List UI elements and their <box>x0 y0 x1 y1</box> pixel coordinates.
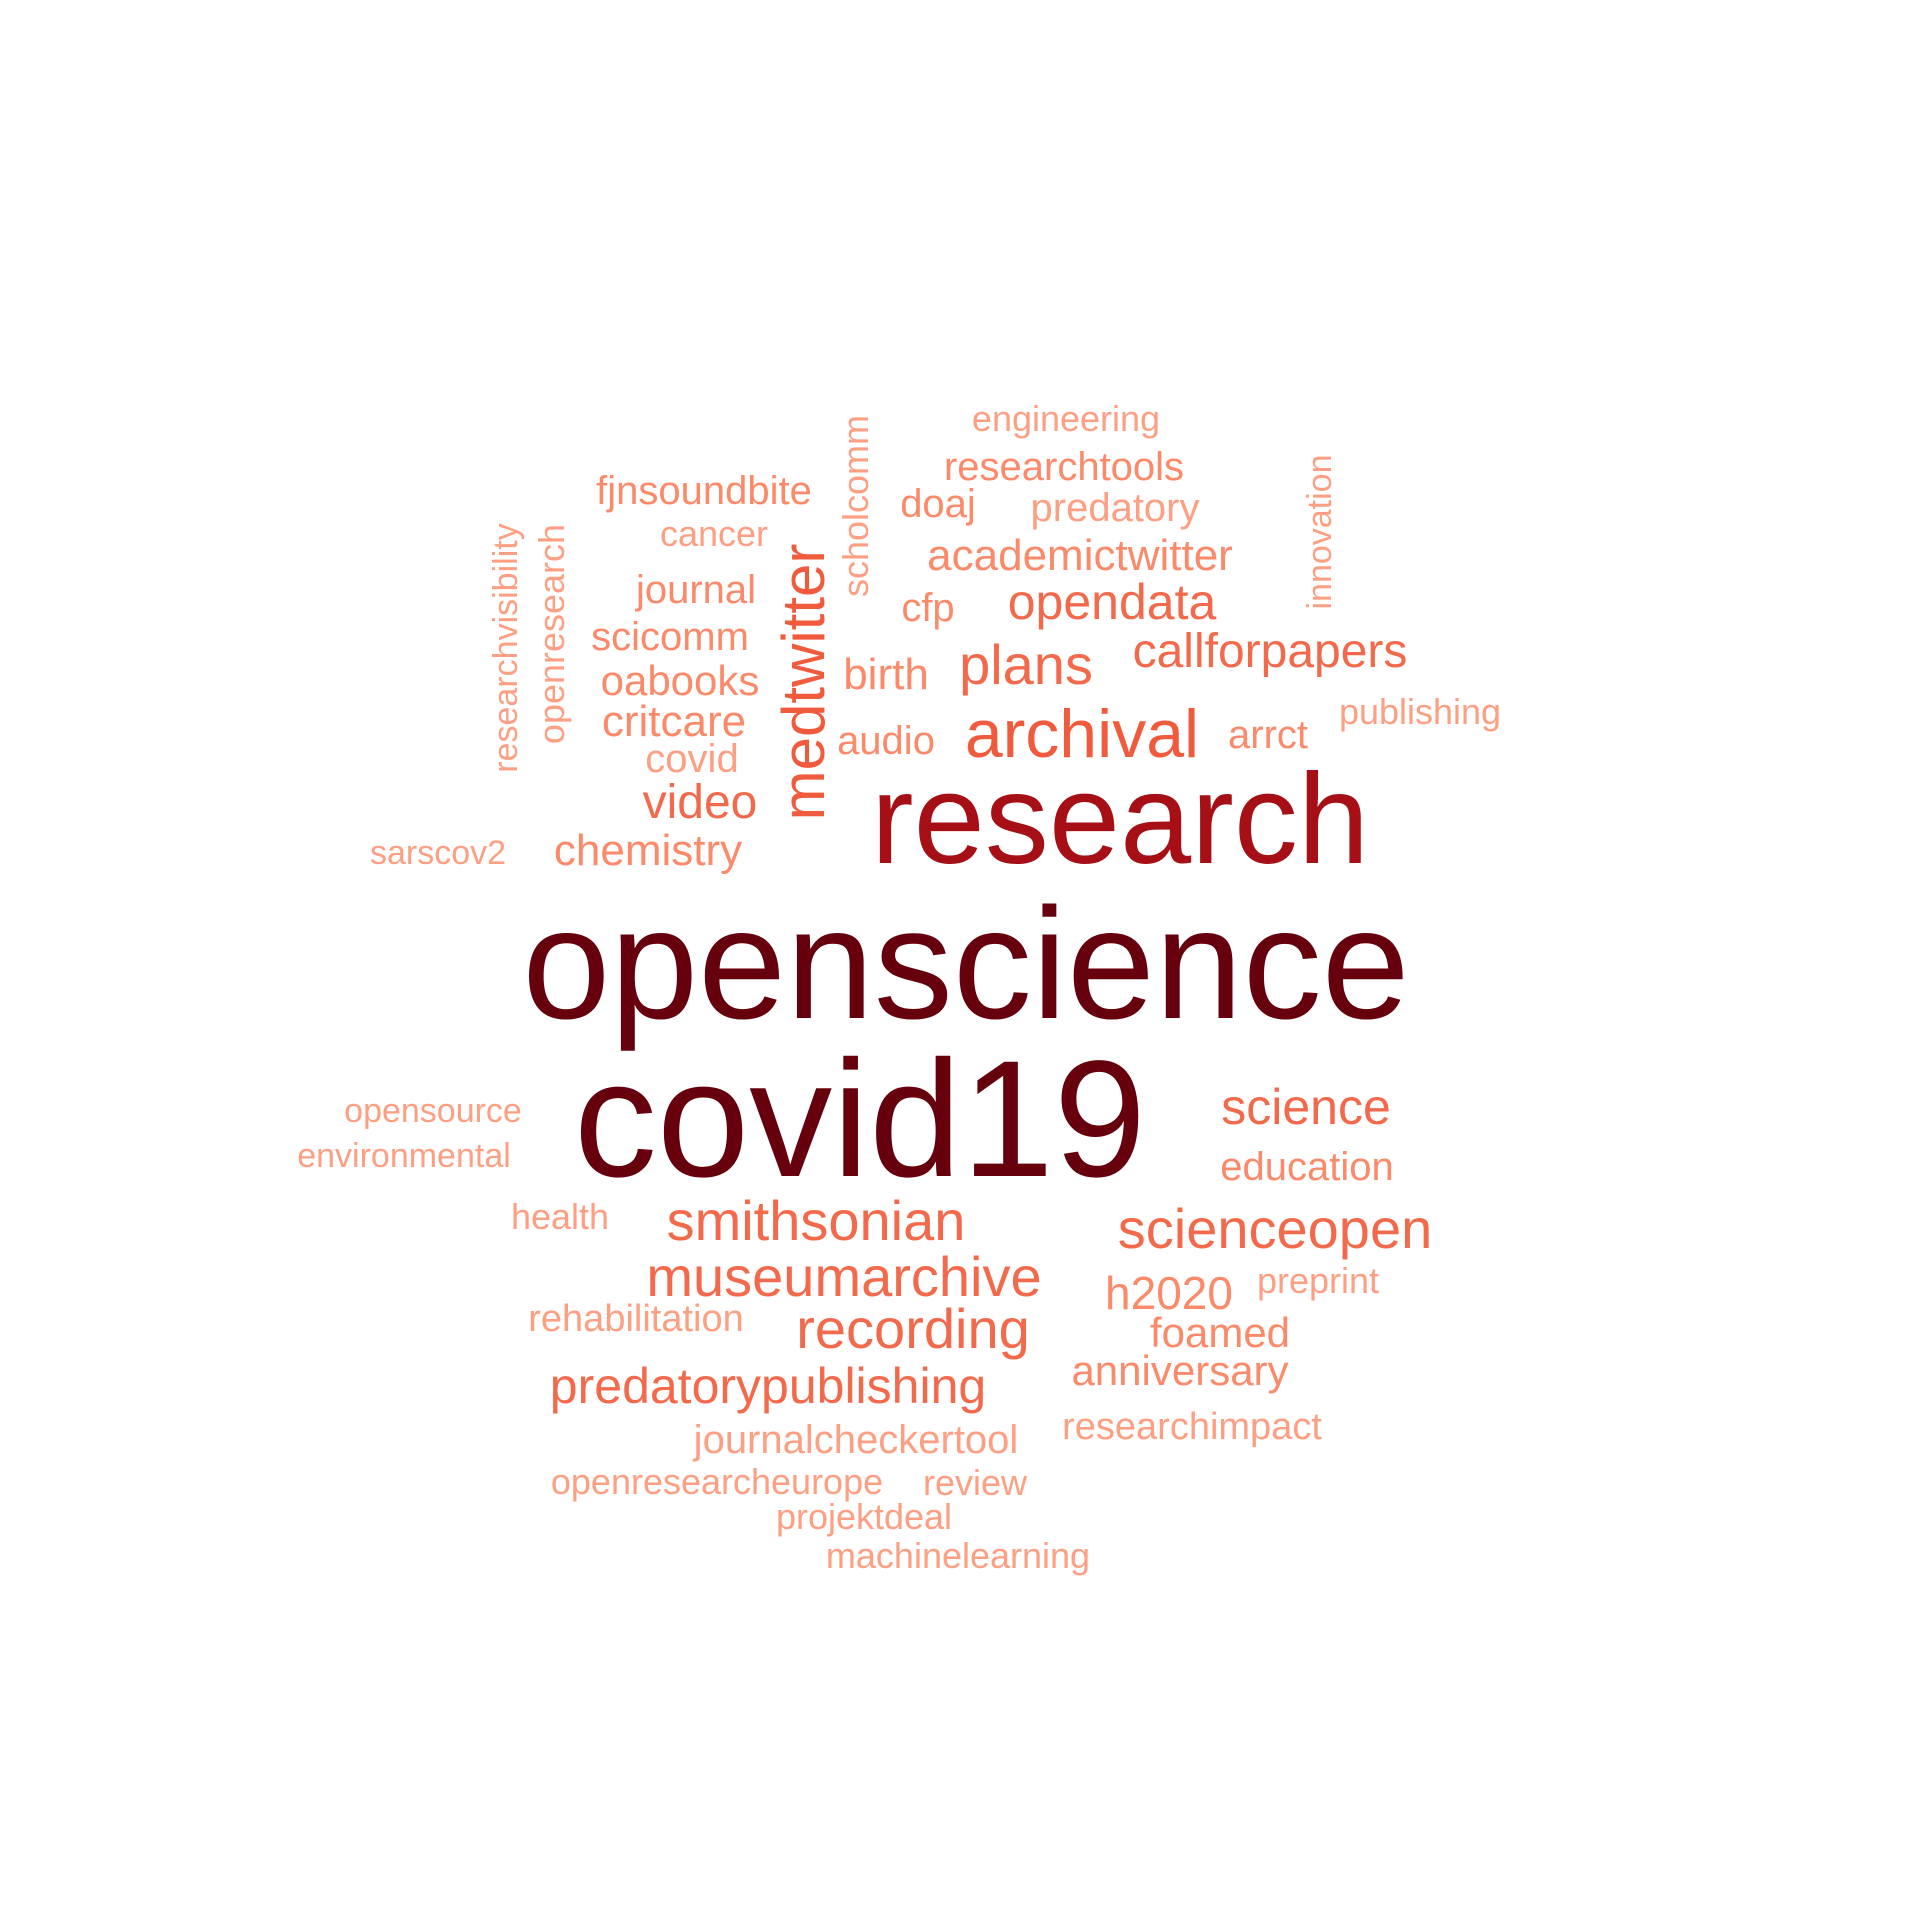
word-chemistry: chemistry <box>553 826 743 875</box>
word-opensource: opensource <box>344 1092 522 1130</box>
word-academictwitter: academictwitter <box>927 531 1233 580</box>
word-researchvisibility: researchvisibility <box>487 523 525 773</box>
word-journal: journal <box>635 568 757 612</box>
word-plans: plans <box>959 633 1093 696</box>
word-opendata: opendata <box>1007 574 1217 630</box>
word-science: science <box>1221 1079 1391 1135</box>
word-scholcomm: scholcomm <box>835 414 876 598</box>
word-predatory: predatory <box>1030 486 1200 530</box>
word-callforpapers: callforpapers <box>1132 625 1408 678</box>
word-birth: birth <box>843 650 929 699</box>
word-projektdeal: projektdeal <box>775 1496 953 1537</box>
word-journalcheckertool: journalcheckertool <box>693 1418 1019 1462</box>
word-machinelearning: machinelearning <box>825 1535 1091 1576</box>
word-covid: covid <box>645 737 739 781</box>
word-research: research <box>871 748 1369 891</box>
word-video: video <box>642 776 758 829</box>
word-doaj: doaj <box>900 482 976 526</box>
word-review: review <box>922 1462 1028 1503</box>
word-predatorypublishing: predatorypublishing <box>549 1358 987 1414</box>
word-recording: recording <box>796 1297 1030 1360</box>
word-education: education <box>1220 1145 1394 1189</box>
word-openresearch: openresearch <box>531 523 572 745</box>
word-medtwitter: medtwitter <box>770 543 837 821</box>
word-audio: audio <box>837 719 935 763</box>
word-health: health <box>510 1196 610 1237</box>
word-openresearcheurope: openresearcheurope <box>550 1461 884 1502</box>
word-fjnsoundbite: fjnsoundbite <box>596 469 812 513</box>
word-anniversary: anniversary <box>1071 1347 1289 1394</box>
word-foamed: foamed <box>1149 1309 1291 1356</box>
word-arrct: arrct <box>1228 713 1308 757</box>
word-preprint: preprint <box>1256 1260 1380 1301</box>
word-smithsonian: smithsonian <box>666 1189 966 1252</box>
word-cfp: cfp <box>901 586 955 630</box>
word-cancer: cancer <box>659 513 769 554</box>
word-oabooks: oabooks <box>600 657 760 704</box>
word-engineering: engineering <box>971 398 1161 439</box>
word-researchimpact: researchimpact <box>1062 1406 1322 1448</box>
word-researchtools: researchtools <box>943 445 1185 489</box>
word-museumarchive: museumarchive <box>646 1245 1042 1308</box>
word-scienceopen: scienceopen <box>1117 1197 1433 1260</box>
word-scicomm: scicomm <box>591 615 749 659</box>
word-rehabilitation: rehabilitation <box>528 1298 744 1340</box>
word-covid19: covid19 <box>573 1027 1147 1212</box>
word-innovation: innovation <box>1301 454 1339 610</box>
word-h2020: h2020 <box>1105 1267 1233 1319</box>
word-archival: archival <box>964 696 1200 772</box>
word-critcare: critcare <box>601 697 747 746</box>
word-openscience: openscience <box>522 876 1410 1052</box>
word-environmental: environmental <box>297 1137 511 1175</box>
word-publishing: publishing <box>1338 691 1502 732</box>
word-sarscov2: sarscov2 <box>369 834 507 872</box>
